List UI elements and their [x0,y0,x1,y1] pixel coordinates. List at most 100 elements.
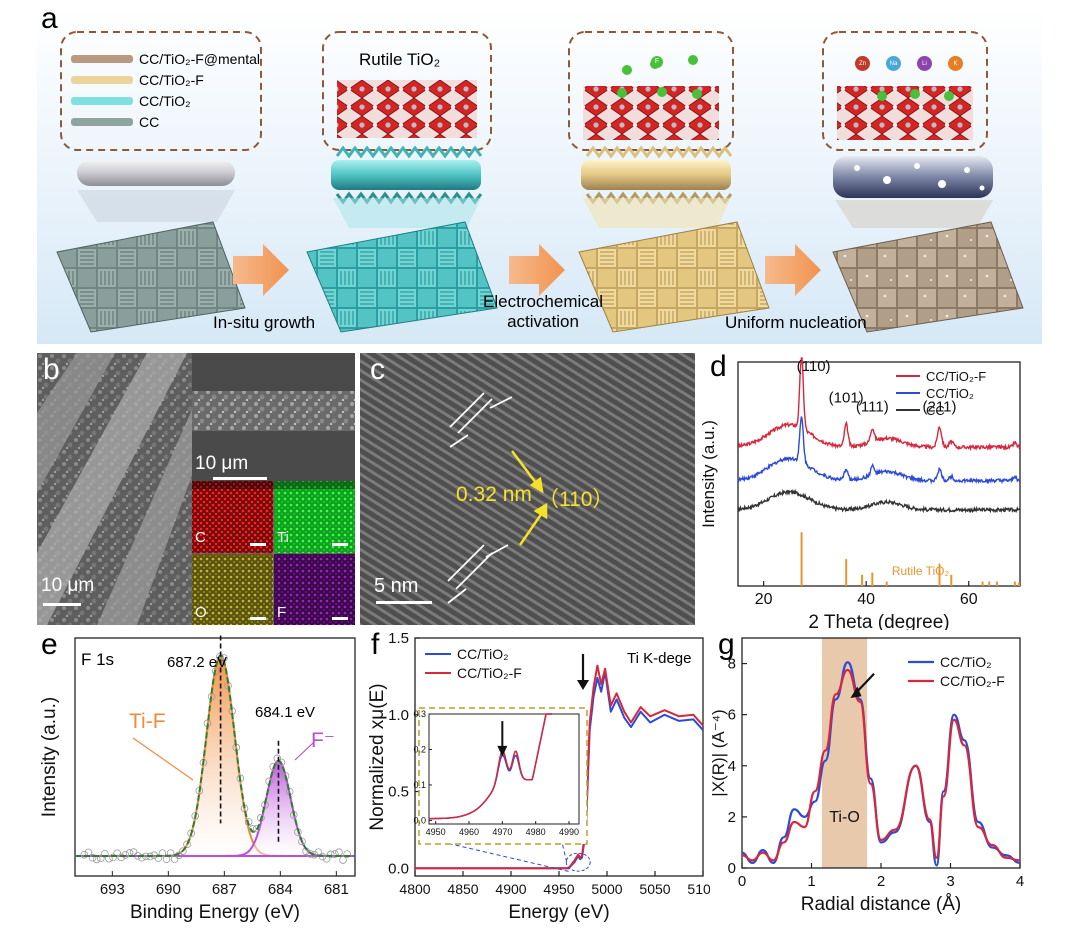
fabric-tio2-f [578,221,770,333]
x-tick-label: 60 [960,591,978,608]
inset-x-tick-label: 4990 [559,827,579,837]
ti-f-label: Ti-F [129,710,166,733]
peak-label: (101) [829,389,864,406]
data-point [339,856,347,864]
peak-label: (111) [856,398,889,415]
component-Ti-F [74,654,356,857]
data-point [277,758,286,767]
data-point [109,853,117,862]
y-tick-label: 1.5 [388,630,409,647]
legend-label: CC/TiO₂-F@mental [139,50,261,67]
legend-swatch [71,75,133,84]
x-axis-label: Energy (eV) [508,902,609,923]
panel-a-graphic [37,8,1042,344]
x-axis-label: Binding Energy (eV) [130,902,300,923]
x-tick-label: 4850 [447,881,478,897]
legend-swatch [71,54,133,63]
panel-g: 0 1 2 3 4 0 2 4 6 8 Ti-O CC/TiO₂ CC/TiO₂-F Radial dis… [709,628,1042,923]
plot-frame [737,361,1021,587]
legend-label: CC/TiO₂-F [926,369,986,384]
panel-e-letter: e [41,628,58,661]
x-tick-label: 3 [946,873,954,890]
d-spacing-label: 0.32 nm [456,483,532,506]
y-axis-label: Intensity (a.u.) [39,697,60,817]
step-growth-label: In-situ growth [213,313,316,332]
fluorinated-box [568,31,734,151]
yellow-arrows [511,450,548,546]
x-tick-label: 684 [268,881,293,898]
legend-label: CC/TiO₂-F [139,71,204,88]
data-point [113,849,121,858]
map-label-o: O [195,604,207,621]
series-CC/TiO₂-F [741,668,1021,862]
inset-box [418,707,588,845]
data-point [101,849,109,858]
inset-arrow-head [497,745,508,757]
data-point [80,850,89,859]
x-tick-label: 693 [100,881,125,898]
legend: CC/TiO₂-F CC/TiO₂ CC [896,369,986,418]
legend-item-tio2-f: CC/TiO₂-F [71,69,260,90]
panel-e: 693 690 687 684 681 Binding Energy (eV) Intens… [37,628,362,923]
legend-item-tio2: CC/TiO₂ [71,90,260,111]
plane-label: （110） [538,488,614,511]
y-axis-label: |X(R)| (Å⁻⁴) [712,709,728,796]
x-tick-label: 4950 [543,881,574,897]
x-tick-label: 681 [324,881,349,898]
y-tick-label: 4 [728,758,736,775]
ti-o-highlight [821,638,868,868]
y-tick-label: 0 [728,860,736,877]
x-tick-label: 0 [738,873,746,890]
x-tick-label: 4900 [495,881,526,897]
panel-a-letter: a [41,2,58,35]
data-point [96,854,105,863]
arrow-nucleation [765,244,821,296]
series-CC/TiO₂-F [737,357,1021,452]
scale-bar-hrtem [376,601,432,604]
data-point [273,754,282,763]
plot-frame [74,637,356,877]
map-c-image [192,481,273,553]
hrtem-image [360,353,695,625]
legend-label: CC/TiO₂ [926,386,974,401]
map-f-image [274,554,355,625]
series-CC [737,488,1021,514]
legend-item-cc: CC [71,111,260,132]
data-point [138,853,146,862]
ion-k: K [948,56,963,71]
inset-y-tick-label: 0.0 [413,815,426,825]
legend: CC/TiO₂ CC/TiO₂-F [908,654,1005,689]
rod-tio2-f [581,145,733,205]
y-axis-label: Intensity (a.u.) [700,420,718,528]
ion-na: Na [886,56,901,71]
x-tick-label: 687 [212,881,237,898]
change-arrow-head [850,686,862,699]
xps-chart: 693 690 687 684 681 Binding Energy (eV) Intens… [39,635,356,923]
x-tick-label: 690 [156,881,181,898]
peak-label: (211) [923,398,957,415]
data-point [117,853,126,862]
x-tick-label: 5050 [639,881,670,897]
fabric-cc [56,221,246,333]
data-point [187,829,195,838]
rutile-title: Rutile TiO₂ [359,50,441,69]
rod-metal [833,156,993,198]
panel-g-letter: g [718,628,735,661]
peak2-label: 684.1 eV [255,704,316,721]
scale-label-hrtem: 5 nm [374,575,419,597]
x-tick-label: 1 [807,873,815,890]
panel-b-letter: b [43,353,60,386]
y-tick-label: 2 [728,809,736,826]
exafs-chart: 0 1 2 3 4 0 2 4 6 8 Ti-O CC/TiO₂ CC/TiO₂-F Radial dis… [709,637,1024,915]
series-CC/TiO₂-F [415,664,704,870]
fabric-tio2 [306,221,498,333]
y-tick-label: 1.0 [388,707,409,724]
inset-frame [428,713,580,825]
data-point [146,852,154,861]
data-point [179,847,187,855]
inset-x-tick-label: 4970 [492,827,512,837]
arrow-activation [509,244,565,296]
legend-label: CC/TiO₂ [457,646,509,662]
